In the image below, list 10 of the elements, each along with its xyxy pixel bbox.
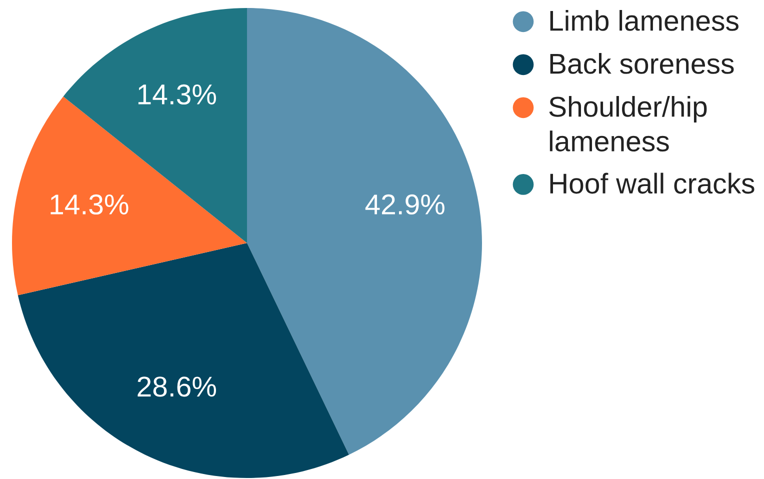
pie-slice [247, 8, 482, 455]
data-label: 14.3% [138, 84, 216, 105]
legend-label: Limb lameness [550, 10, 738, 31]
legend-label: Hoof wall cracks [550, 172, 754, 194]
pie-slice [18, 243, 349, 478]
data-label: 28.6% [138, 376, 216, 397]
data-label: 42.9% [365, 194, 444, 215]
legend-label: Back soreness [550, 52, 734, 74]
legend-label: Shoulder/hip lameness [549, 96, 707, 152]
data-label: 14.3% [50, 194, 128, 215]
